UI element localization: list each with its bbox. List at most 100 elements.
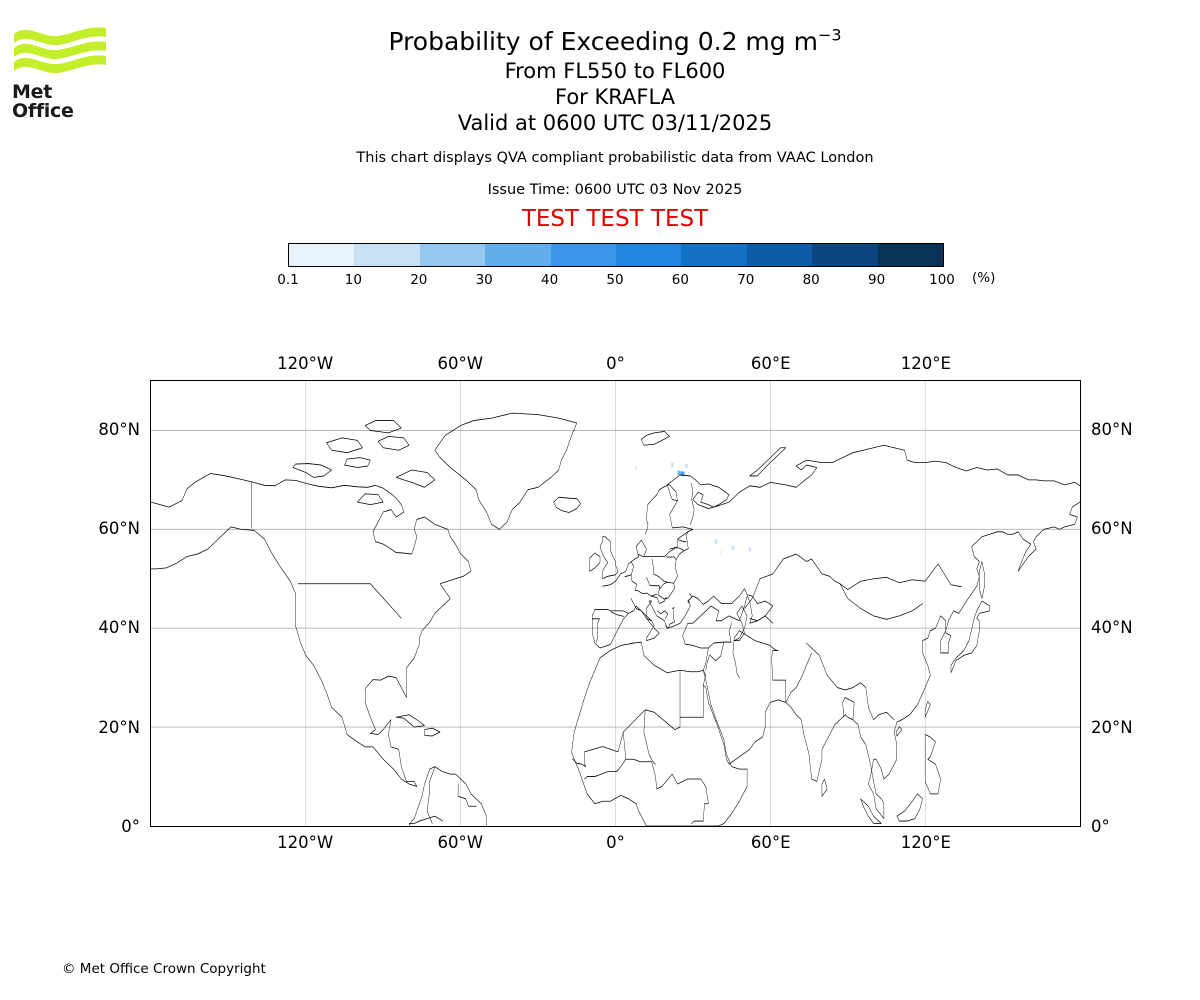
colorbar-ticks: 0.1 10 20 30 40 50 60 70 80 90 100 [277, 271, 955, 291]
coastline-path [377, 435, 410, 451]
country-border [865, 687, 895, 721]
coastline-path [749, 447, 787, 477]
lon-tick-label-top: 60°W [437, 354, 484, 373]
page-title-superscript: −3 [817, 25, 842, 45]
coastline-path [860, 798, 882, 824]
colorbar-tick-label: 90 [868, 272, 886, 288]
colorbar-tick-label: 60 [671, 272, 689, 288]
colorbar-tick-label: 50 [606, 272, 624, 288]
probability-cell [748, 546, 751, 552]
coastline-path [979, 561, 985, 599]
country-border [370, 583, 402, 619]
country-border [705, 622, 732, 671]
lat-tick-label-right: 20°N [1091, 717, 1133, 737]
probability-cell [677, 470, 680, 476]
coastline-path [641, 431, 670, 446]
country-border [637, 553, 644, 558]
country-border [678, 539, 687, 543]
coastline-path [424, 727, 441, 737]
probability-cell [714, 539, 718, 544]
probability-colorbar: 0.1 10 20 30 40 50 60 70 80 90 100 [277, 243, 955, 291]
coastlines [151, 412, 1080, 826]
country-border [669, 547, 685, 551]
colorbar-tick-label: 80 [802, 272, 820, 288]
country-border [650, 595, 667, 604]
coastline-path [896, 793, 923, 822]
probability-cell [682, 471, 685, 477]
coastline-path [628, 501, 1080, 819]
lat-tick-label-right: 0° [1091, 817, 1110, 836]
coastline-path [357, 493, 384, 506]
coastline-path [395, 469, 436, 488]
country-border [625, 758, 652, 763]
country-border [839, 563, 962, 591]
colorbar-swatch-5 [616, 244, 682, 266]
coastline-path [344, 457, 371, 468]
country-border [631, 561, 634, 576]
country-border [842, 697, 855, 721]
country-border [657, 610, 669, 619]
lon-tick-label-bottom: 0° [606, 833, 625, 852]
country-border [749, 615, 774, 624]
colorbar-tick-label: 10 [344, 272, 362, 288]
world-map [151, 381, 1080, 826]
colorbar-tick-label: 40 [541, 272, 559, 288]
colorbar-unit-label: (%) [972, 270, 996, 286]
country-border [771, 650, 779, 681]
colorbar-swatch-2 [419, 244, 486, 266]
country-border [624, 574, 632, 578]
country-border [744, 553, 841, 609]
flight-level-range: From FL550 to FL600 [504, 59, 726, 83]
country-border [426, 766, 436, 824]
coastline-path [924, 734, 941, 795]
coastline-path [924, 701, 931, 718]
probability-cell [671, 462, 674, 468]
lon-tick-label-top: 60°E [750, 354, 791, 373]
lon-tick-label-top: 120°E [900, 354, 951, 373]
coastline-path [434, 412, 577, 530]
country-border [665, 556, 677, 560]
colorbar-tick-label: 0.1 [277, 272, 299, 288]
coastline-path [292, 463, 332, 478]
country-border [785, 652, 812, 703]
probability-cell [731, 545, 735, 550]
coastline-path [571, 641, 748, 826]
lat-tick-label-right: 80°N [1091, 419, 1133, 439]
lon-tick-label-bottom: 120°W [277, 833, 334, 852]
issue-time: Issue Time: 0600 UTC 03 Nov 2025 [487, 182, 743, 198]
lat-tick-label-left: 80°N [98, 419, 140, 439]
country-border [610, 611, 624, 617]
country-border [691, 786, 709, 824]
coastline-path [821, 778, 828, 797]
probability-cell [720, 550, 723, 556]
coastline-path [950, 600, 990, 674]
coastline-path [364, 420, 402, 434]
colorbar-swatch-1 [354, 244, 420, 266]
country-border [732, 630, 779, 679]
colorbar-swatch-3 [485, 244, 551, 266]
country-border [685, 532, 689, 550]
country-border [584, 709, 681, 753]
country-border [643, 709, 656, 765]
page-title: Probability of Exceeding 0.2 mg m−3 [150, 26, 1080, 58]
coastline-path [326, 437, 363, 454]
chart-title-block: Probability of Exceeding 0.2 mg m−3 From… [150, 26, 1080, 233]
lon-tick-label-top: 120°W [277, 354, 334, 373]
country-border [665, 607, 675, 629]
lon-tick-label-bottom: 60°E [750, 833, 791, 852]
probability-cell [634, 465, 638, 471]
country-border [657, 582, 675, 600]
map-frame[interactable] [150, 380, 1081, 827]
country-border [646, 576, 668, 590]
country-border [634, 590, 657, 597]
country-border [690, 482, 695, 525]
test-banner: TEST TEST TEST [521, 206, 709, 232]
country-border [806, 642, 867, 691]
colorbar-swatch-7 [746, 244, 813, 266]
qva-note: This chart displays QVA compliant probab… [356, 150, 874, 166]
met-office-logo: Met Office [12, 24, 112, 121]
lat-tick-label-right: 40°N [1091, 618, 1133, 638]
country-border [584, 731, 627, 780]
valid-time: Valid at 0600 UTC 03/11/2025 [457, 111, 773, 135]
colorbar-tick-label: 30 [475, 272, 493, 288]
